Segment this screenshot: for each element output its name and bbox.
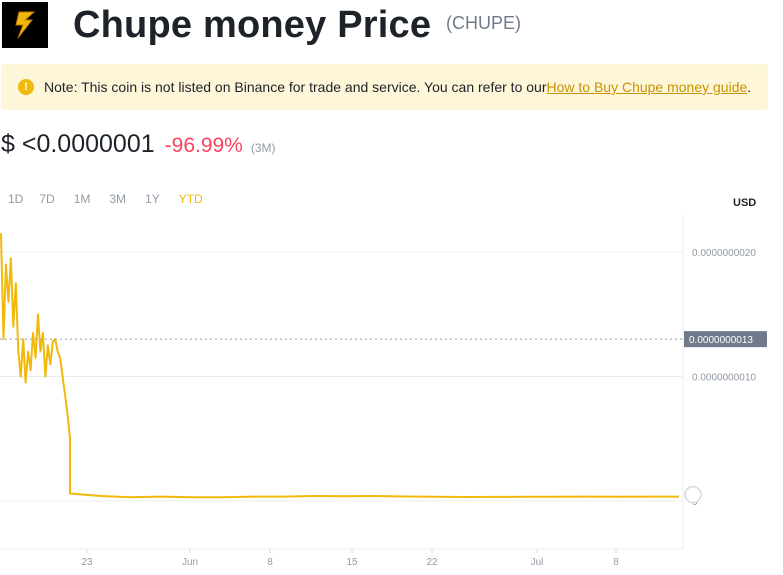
range-tab-1m[interactable]: 1M <box>73 192 91 206</box>
x-tick-label: 8 <box>613 557 619 568</box>
page-title: Chupe money Price <box>73 4 432 46</box>
lightning-bolt-icon <box>15 11 36 39</box>
x-tick-label: 23 <box>81 557 93 568</box>
notice-suffix: . <box>747 79 752 95</box>
price-change: -96.99% <box>164 134 243 157</box>
range-tab-1y[interactable]: 1Y <box>145 192 160 206</box>
price-row: $ <0.0000001 -96.99% (3M) <box>1 130 276 162</box>
range-tab-3m[interactable]: 3M <box>109 192 127 206</box>
x-tick-label: 22 <box>426 557 438 568</box>
x-tick-label: Jul <box>531 557 544 568</box>
y-tick-label: 0.0000000010 <box>692 373 756 384</box>
coin-ticker: (CHUPE) <box>446 13 521 33</box>
notice-text: Note: This coin is not listed on Binance… <box>44 79 547 95</box>
how-to-buy-link[interactable]: How to Buy Chupe money guide <box>546 79 748 95</box>
current-price-label: 0.0000000013 <box>689 335 753 346</box>
x-tick-label: 8 <box>267 557 273 568</box>
notice-banner: ! Note: This coin is not listed on Binan… <box>1 64 768 110</box>
currency-label: USD <box>733 197 757 209</box>
y-tick-label: 0.0000000020 <box>692 248 756 259</box>
range-tab-7d[interactable]: 7D <box>39 192 55 206</box>
range-tab-1d[interactable]: 1D <box>8 192 24 206</box>
x-tick-label: Jun <box>182 557 198 568</box>
change-period: (3M) <box>250 141 276 155</box>
price-line <box>0 233 679 499</box>
current-price: $ <0.0000001 <box>1 130 155 158</box>
range-tabs: 1D 7D 1M 3M 1Y YTD <box>8 192 203 206</box>
x-tick-label: 15 <box>346 557 358 568</box>
chart-watermark-icon <box>684 485 702 504</box>
coin-logo <box>2 2 48 48</box>
price-chart[interactable]: 0.00000000200.000000001000.000000001323J… <box>0 214 783 575</box>
warning-icon: ! <box>18 79 34 95</box>
current-price-badge <box>684 331 767 348</box>
range-tab-ytd[interactable]: YTD <box>178 192 203 206</box>
